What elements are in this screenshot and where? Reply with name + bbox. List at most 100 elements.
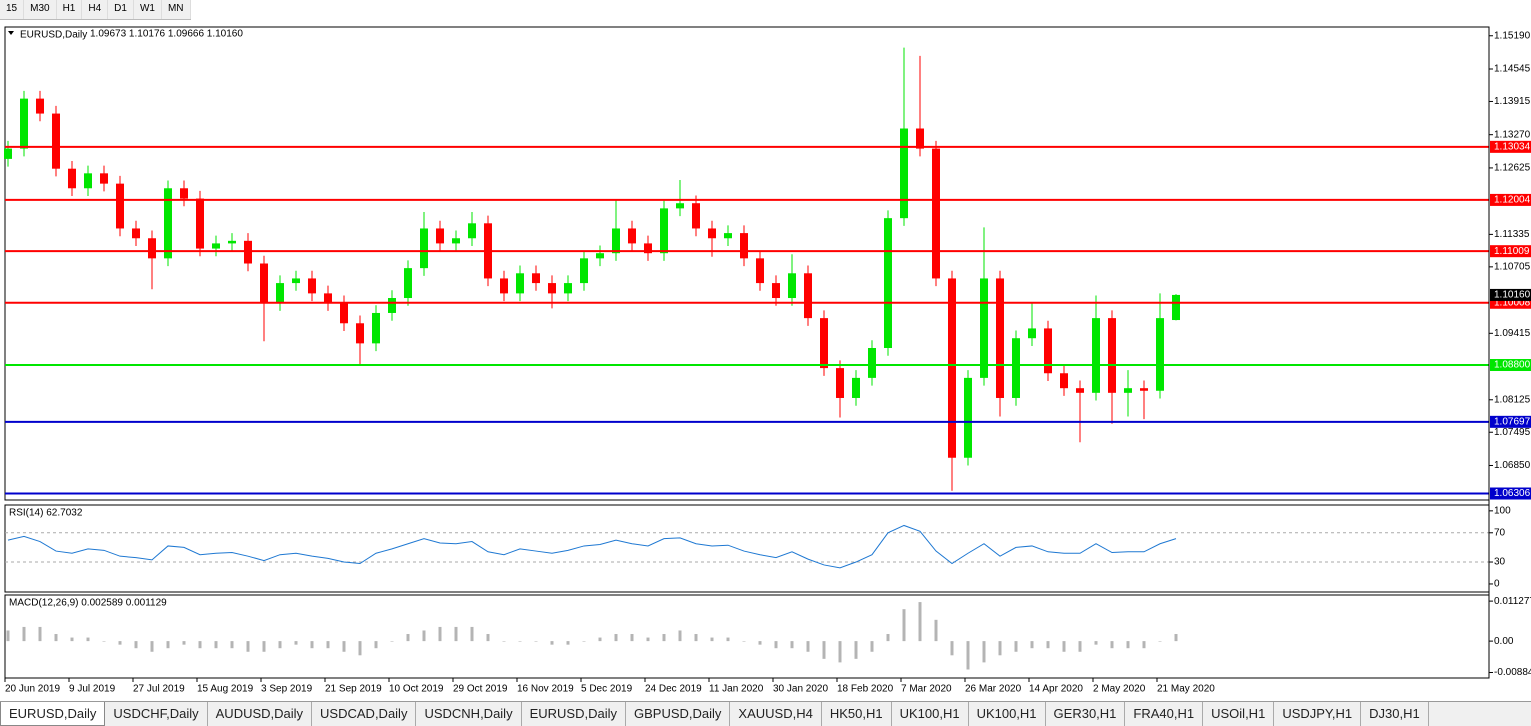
macd-bar [118,641,122,645]
chart-tab[interactable]: DJ30,H1 [1361,702,1429,726]
candle-body [692,203,700,229]
y-tick-label: 1.14545 [1494,64,1531,75]
chart-tab[interactable]: HK50,H1 [822,702,892,726]
macd-bar [870,641,874,652]
y-tick-label: 100 [1494,505,1511,516]
candle-body [628,228,636,244]
chart-tab[interactable]: USDCAD,Daily [312,702,417,726]
macd-bar [198,641,202,649]
macd-bar [934,619,938,642]
y-tick-label: -0.008845 [1494,667,1531,678]
macd-bar [374,641,378,649]
candle-body [468,223,476,239]
candle-body [228,240,236,244]
candle-body [196,198,204,249]
chart-tab[interactable]: USDCNH,Daily [416,702,522,726]
timeframe-button[interactable]: H1 [57,0,83,19]
chart-tab[interactable]: GBPUSD,Daily [626,702,731,726]
chart-tab[interactable]: UK100,H1 [969,702,1046,726]
macd-bar [822,641,826,659]
chart-tab[interactable]: USDCHF,Daily [105,702,208,726]
last-price-label: 1.10160 [1494,290,1531,301]
chart-tab[interactable]: EURUSD,Daily [0,702,106,726]
candle-body [308,278,316,294]
timeframe-button[interactable]: MN [162,0,191,19]
chart-tab[interactable]: FRA40,H1 [1125,702,1204,726]
macd-bar [70,637,74,642]
y-tick-label: 0.011277 [1494,596,1531,607]
candle-body [180,188,188,199]
chart-tab[interactable]: XAUUSD,H4 [730,702,822,726]
candle-body [356,323,364,344]
candle-body [996,278,1004,398]
macd-bar [262,641,266,652]
candle-body [516,273,524,294]
macd-bar [950,641,954,656]
candle-body [84,173,92,189]
candle-body [436,228,444,244]
y-tick-label: 1.09415 [1494,328,1531,339]
macd-bar [534,641,538,642]
x-tick-label: 5 Dec 2019 [581,684,633,695]
candle-body [260,263,268,304]
macd-bar [1046,641,1050,649]
macd-bar [694,634,698,642]
chart-tab[interactable]: USOil,H1 [1203,702,1275,726]
level-label-box [1490,487,1531,500]
x-tick-label: 16 Nov 2019 [517,684,574,695]
level-label: 1.07697 [1494,416,1531,427]
level-label: 1.11009 [1494,246,1530,257]
macd-bar [486,634,490,642]
timeframe-button[interactable]: 15 [0,0,25,19]
candle-body [20,98,28,149]
candle-body [388,298,396,313]
chart-tab[interactable]: GER30,H1 [1046,702,1126,726]
candle-body [1028,328,1036,339]
candle-body [660,208,668,254]
macd-bar [166,641,170,649]
candle-body [964,377,972,458]
macd-bar [790,641,794,649]
macd-bar [710,637,714,642]
chart-tab[interactable]: EURUSD,Daily [522,702,626,726]
candle-body [548,283,556,294]
macd-bar [614,634,618,642]
candle-body [452,238,460,244]
y-tick-label: 1.07495 [1494,427,1531,438]
x-tick-label: 10 Oct 2019 [389,684,444,695]
timeframe-button[interactable]: H4 [82,0,109,19]
candle-body [724,233,732,239]
macd-bar [1110,641,1114,649]
timeframe-button[interactable]: M30 [24,0,57,19]
x-tick-label: 15 Aug 2019 [197,684,254,695]
chart-tab[interactable]: AUDUSD,Daily [208,702,313,726]
macd-bar [582,641,586,642]
candle-body [500,278,508,294]
x-tick-label: 7 Mar 2020 [901,684,952,695]
macd-bar [598,637,602,642]
timeframe-button[interactable]: D1 [108,0,134,19]
timeframe-button[interactable]: W1 [134,0,162,19]
chart-tab[interactable]: UK100,H1 [892,702,969,726]
candle-body [932,148,940,279]
candle-body [756,258,764,284]
macd-bar [1174,634,1178,642]
macd-bar [246,641,250,652]
macd-bar [662,634,666,642]
macd-bar [646,637,650,642]
macd-bar [22,626,26,642]
candle-body [164,188,172,259]
candle-body [1172,294,1180,321]
chart-tab[interactable]: USDJPY,H1 [1274,702,1362,726]
macd-bar [774,641,778,649]
macd-bar [918,602,922,642]
level-label: 1.12004 [1494,195,1531,206]
candle-body [100,173,108,184]
x-tick-label: 11 Jan 2020 [709,684,764,695]
macd-bar [230,641,234,649]
macd-bar [902,609,906,642]
macd-bar [38,626,42,642]
collapse-arrow [8,31,14,35]
candle-body [1044,328,1052,374]
level-label: 1.10008 [1494,297,1531,308]
